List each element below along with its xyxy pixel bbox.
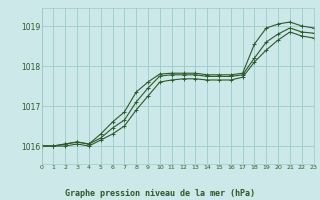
Text: Graphe pression niveau de la mer (hPa): Graphe pression niveau de la mer (hPa) [65,189,255,198]
